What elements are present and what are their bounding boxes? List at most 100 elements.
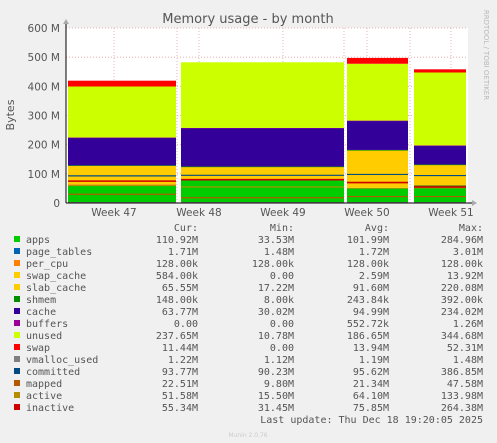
legend-swatch — [14, 344, 20, 350]
axes: 0 100 M 200 M 300 M 400 M 500 M 600 M Week 47 We… — [28, 19, 477, 219]
area-per-cpu — [68, 184, 176, 185]
area-unused — [68, 86, 176, 138]
legend-max-value: 264.38M — [441, 403, 483, 414]
legend-name: page_tables — [26, 247, 92, 258]
legend-max-value: 220.08M — [441, 283, 483, 294]
legend-swatch — [14, 320, 20, 326]
legend-min-value: 0.00 — [270, 271, 294, 282]
legend-avg-value: 91.60M — [353, 283, 389, 294]
area-shmem — [181, 166, 344, 168]
legend-swatch — [14, 284, 20, 290]
legend-min-value: 15.50M — [258, 391, 294, 402]
legend-min-value: 17.22M — [258, 283, 294, 294]
legend-swatch — [14, 380, 20, 386]
legend-cur-value: 22.51M — [162, 379, 198, 390]
line-series — [68, 173, 466, 204]
legend-min-value: 128.00k — [252, 259, 294, 270]
legend-swatch — [14, 272, 20, 278]
legend-swatch — [14, 368, 20, 374]
area-shmem — [347, 149, 408, 151]
area-buffers — [347, 120, 408, 122]
legend-max-value: 386.85M — [441, 367, 483, 378]
area-cache — [347, 120, 408, 150]
last-update: Last update: Thu Dec 18 19:20:05 2025 — [260, 415, 483, 426]
legend-swatch — [14, 404, 20, 410]
legend-name: buffers — [26, 319, 68, 330]
area-cache — [414, 145, 466, 165]
chart-title: Memory usage - by month — [162, 12, 333, 27]
y-tick-label: 0 — [53, 198, 60, 210]
legend-avg-value: 101.99M — [347, 235, 389, 246]
legend-name: active — [26, 391, 62, 402]
legend-name: swap_cache — [26, 271, 86, 282]
legend-cur-value: 148.00k — [156, 295, 198, 306]
col-header-cur: Cur: — [174, 223, 198, 234]
x-tick-label: Week 47 — [91, 207, 136, 219]
legend-name: vmalloc_used — [26, 355, 98, 366]
legend-min-value: 1.12M — [264, 355, 294, 366]
legend-max-value: 3.01M — [453, 247, 483, 258]
legend-min-value: 8.00k — [264, 295, 294, 306]
col-header-avg: Avg: — [365, 223, 389, 234]
col-header-min: Min: — [270, 223, 294, 234]
legend-min-value: 90.23M — [258, 367, 294, 378]
legend-max-value: 52.31M — [447, 343, 483, 354]
legend-cur-value: 65.55M — [162, 283, 198, 294]
area-buffers — [414, 145, 466, 147]
legend-avg-value: 1.19M — [359, 355, 389, 366]
legend-cur-value: 128.00k — [156, 259, 198, 270]
legend-name: apps — [26, 235, 50, 246]
watermark: RRDTOOL / TOBI OETIKER — [482, 10, 490, 100]
legend-cur-value: 93.77M — [162, 367, 198, 378]
legend-name: inactive — [26, 403, 74, 414]
area-slab-cache — [68, 165, 176, 185]
y-tick-label: 100 M — [28, 169, 60, 181]
area-shmem — [68, 165, 176, 167]
legend-avg-value: 95.62M — [353, 367, 389, 378]
legend-max-value: 392.00k — [441, 295, 483, 306]
legend-min-value: 10.78M — [258, 331, 294, 342]
area-shmem — [414, 164, 466, 166]
x-tick-label: Week 49 — [260, 207, 305, 219]
legend-min-value: 0.00 — [270, 343, 294, 354]
legend-min-value: 9.80M — [264, 379, 294, 390]
legend-cur-value: 0.00 — [174, 319, 198, 330]
legend-cur-value: 63.77M — [162, 307, 198, 318]
legend-cur-value: 584.00k — [156, 271, 198, 282]
legend-swatch — [14, 308, 20, 314]
legend-max-value: 234.02M — [441, 307, 483, 318]
legend-min-value: 0.00 — [270, 319, 294, 330]
stacked-areas — [68, 57, 466, 203]
legend-max-value: 133.98M — [441, 391, 483, 402]
y-tick-label: 200 M — [28, 140, 60, 152]
legend-swatch — [14, 260, 20, 266]
y-axis-label: Bytes — [4, 99, 17, 130]
y-tick-label: 500 M — [28, 52, 60, 64]
legend-avg-value: 75.85M — [353, 403, 389, 414]
area-buffers — [68, 137, 176, 139]
area-apps — [347, 188, 408, 203]
legend-max-value: 128.00k — [441, 259, 483, 270]
legend-name: cache — [26, 307, 56, 318]
x-axis-arrow — [472, 200, 477, 206]
legend-name: unused — [26, 331, 62, 342]
area-slab-cache — [414, 164, 466, 185]
legend-max-value: 1.48M — [453, 355, 483, 366]
generator-footer: Munin 2.0.76 — [228, 432, 267, 439]
legend-avg-value: 13.94M — [353, 343, 389, 354]
legend-swatch — [14, 248, 20, 254]
x-tick-label: Week 51 — [428, 207, 473, 219]
legend-cur-value: 1.71M — [168, 247, 198, 258]
area-cache — [68, 137, 176, 166]
legend-name: committed — [26, 367, 80, 378]
legend-name: shmem — [26, 295, 56, 306]
legend-max-value: 47.58M — [447, 379, 483, 390]
x-tick-label: Week 50 — [344, 207, 389, 219]
legend-swatch — [14, 332, 20, 338]
y-tick-label: 300 M — [28, 111, 60, 123]
legend-avg-value: 64.10M — [353, 391, 389, 402]
area-apps — [414, 185, 466, 203]
y-axis-arrow — [63, 19, 69, 24]
area-apps — [181, 180, 344, 203]
